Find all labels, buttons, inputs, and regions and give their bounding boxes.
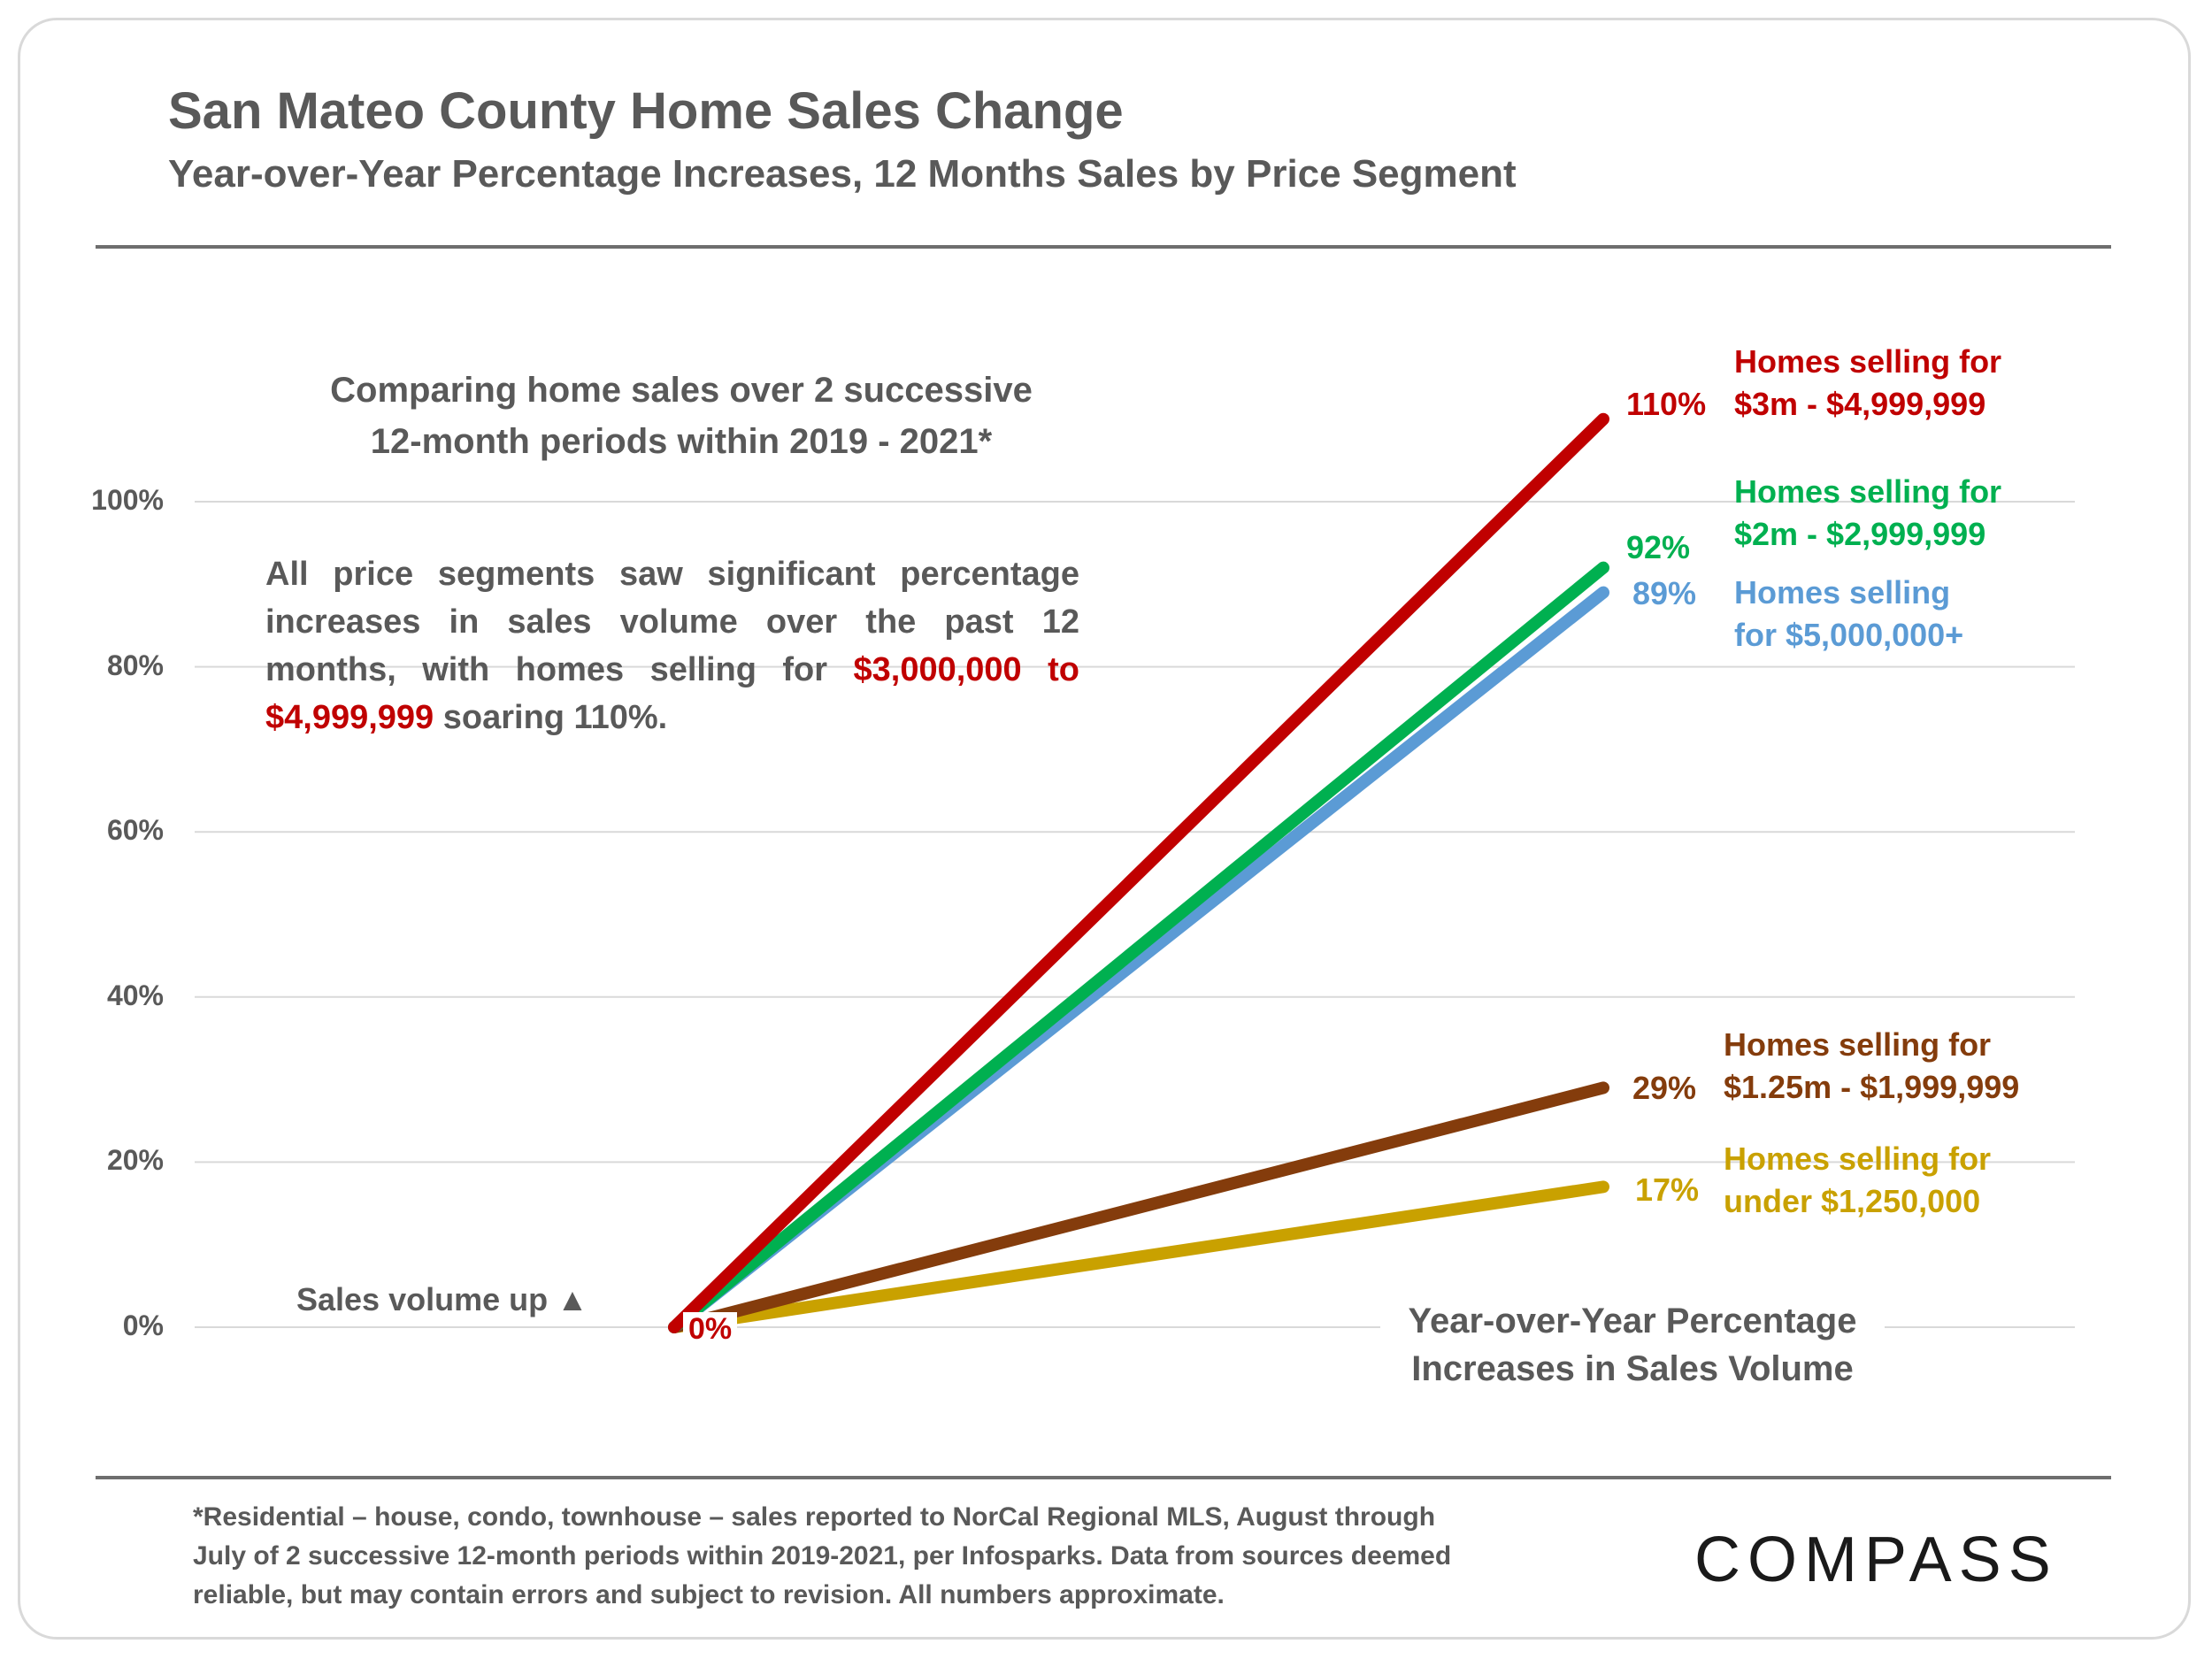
series-label-s2m: Homes selling for $2m - $2,999,999 [1734,471,2001,556]
series-label-s125m: Homes selling for $1.25m - $1,999,999 [1724,1024,2019,1109]
compass-logo: COMPASS [1694,1525,2058,1595]
origin-zero-label: 0% [683,1312,738,1347]
bottom-divider [96,1476,2111,1479]
series-label-s5m: Homes selling for $5,000,000+ [1734,572,1963,657]
series-label-line-2: $1.25m - $1,999,999 [1724,1069,2020,1105]
series-label-line-1: Homes selling [1734,574,1951,611]
series-lines [668,412,1609,1333]
series-label-line-2: for $5,000,000+ [1734,617,1964,653]
series-label-line-1: Homes selling for [1734,473,2002,510]
series-label-s3m: Homes selling for $3m - $4,999,999 [1734,341,2001,426]
x-axis-title-line-1: Year-over-Year Percentage [1408,1302,1857,1340]
summary-part-2: soaring 110%. [434,699,668,736]
intro-line-2: 12-month periods within 2019 - 2021* [370,422,993,461]
end-value-label-s2m: 92% [1626,529,1691,565]
series-line-sunder [668,1180,1609,1333]
summary-highlight: $3,000,000 to $4,999,999 [265,651,1079,736]
series-line-s3m [668,412,1609,1333]
y-tick-label: 0% [122,1310,164,1341]
series-label-line-1: Homes selling for [1724,1141,1992,1177]
series-label-sunder: Homes selling for under $1,250,000 [1724,1138,1991,1223]
chart-title: San Mateo County Home Sales Change [168,82,1124,140]
summary-part-1: All price segments saw significant perce… [265,556,1079,688]
top-divider [96,245,2111,249]
chart-subtitle: Year-over-Year Percentage Increases, 12 … [168,152,1517,196]
series-line-s2m [668,561,1609,1333]
series-line-s125m [668,1081,1609,1333]
footnote-line-3: reliable, but may contain errors and sub… [193,1580,1225,1609]
sales-volume-up-label: Sales volume up ▲ [296,1281,588,1317]
footnote: *Residential – house, condo, townhouse –… [193,1498,1555,1615]
grid-lines [195,501,2075,1328]
intro-text: Comparing home sales over 2 successive 1… [292,365,1071,467]
series-label-line-1: Homes selling for [1734,343,2002,380]
series-label-line-2: $2m - $2,999,999 [1734,516,1986,552]
summary-text: All price segments saw significant perce… [265,550,1079,741]
end-value-label-s125m: 29% [1632,1070,1697,1106]
y-tick-label: 60% [106,814,164,847]
x-axis-title: Year-over-Year Percentage Increases in S… [1380,1297,1885,1393]
series-label-line-1: Homes selling for [1724,1026,1992,1063]
intro-line-1: Comparing home sales over 2 successive [330,371,1033,410]
end-value-label-sunder: 17% [1635,1171,1700,1208]
y-tick-label: 100% [91,484,164,516]
y-tick-label: 80% [106,649,164,681]
series-label-line-2: $3m - $4,999,999 [1734,386,1986,422]
footnote-line-1: *Residential – house, condo, townhouse –… [193,1502,1436,1532]
series-label-line-2: under $1,250,000 [1724,1183,1981,1219]
end-value-label-s5m: 89% [1632,575,1697,611]
y-tick-label: 20% [106,1144,164,1177]
footnote-line-2: July of 2 successive 12-month periods wi… [193,1541,1452,1571]
y-tick-label: 40% [106,979,164,1011]
x-axis-title-line-2: Increases in Sales Volume [1411,1349,1854,1388]
end-value-label-s3m: 110% [1626,386,1707,422]
